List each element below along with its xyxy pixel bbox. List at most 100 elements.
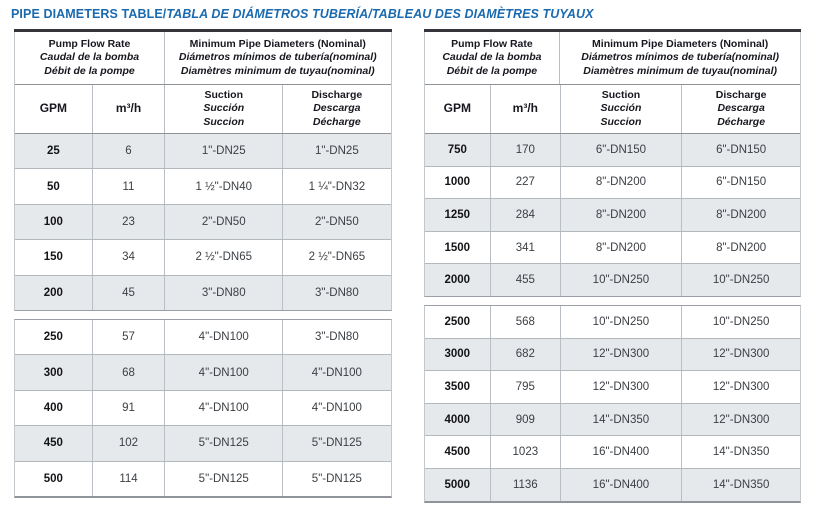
header-row-groups: Pump Flow Rate Caudal de la bomba Débit … xyxy=(424,32,800,85)
gpm-cell: 750 xyxy=(425,134,492,166)
m3h-cell: 102 xyxy=(93,426,166,461)
suction-header-fr: Succion xyxy=(203,115,245,128)
discharge-cell: 3"-DN80 xyxy=(315,286,359,299)
diameters-header: Minimum Pipe Diameters (Nominal) Diámetr… xyxy=(165,32,390,84)
m3h-cell: 45 xyxy=(93,275,166,310)
m3h-cell: 227 xyxy=(491,166,561,199)
diameters-header-en: Minimum Pipe Diameters (Nominal) xyxy=(592,37,769,50)
table-header-left: Pump Flow Rate Caudal de la bomba Débit … xyxy=(14,32,392,134)
discharge-header-es: Descarga xyxy=(717,102,765,115)
m3h-cell: 1023 xyxy=(491,436,561,468)
diameters-header-es: Diámetros mínimos de tubería(nominal) xyxy=(178,51,377,64)
gpm-cell: 4500 xyxy=(425,436,492,468)
suction-cell: 5"-DN125 xyxy=(165,461,284,496)
group-gap xyxy=(14,311,392,319)
gpm-cell: 450 xyxy=(15,426,93,461)
gpm-cell: 3500 xyxy=(425,371,492,403)
discharge-cell: 3"-DN80 xyxy=(315,331,359,344)
discharge-column-header: Discharge Descarga Décharge xyxy=(283,85,390,133)
m3h-cell: 34 xyxy=(93,240,166,275)
discharge-cell: 12"-DN300 xyxy=(712,348,770,361)
gpm-cell: 100 xyxy=(15,204,93,240)
suction-cell: 3"-DN80 xyxy=(165,275,284,310)
gpm-cell: 2500 xyxy=(425,305,492,338)
header-row-columns: GPM m³/h Suction Succión Succion Dischar… xyxy=(424,85,800,134)
gpm-column-header: GPM xyxy=(425,85,492,133)
flow-header-en: Pump Flow Rate xyxy=(451,37,533,50)
suction-cell: 12"-DN300 xyxy=(561,338,683,371)
suction-cell: 6"-DN150 xyxy=(561,134,683,166)
discharge-cell: 14"-DN350 xyxy=(712,446,770,459)
flow-header-fr: Débit de la pompe xyxy=(44,64,135,77)
table-row: 1000 227 8"-DN200 6"-DN150 xyxy=(424,166,800,200)
m3h-cell: 11 xyxy=(93,169,166,204)
m3h-cell: 114 xyxy=(93,461,166,496)
suction-cell: 5"-DN125 xyxy=(165,426,284,461)
discharge-cell: 2 ½"-DN65 xyxy=(308,251,366,264)
discharge-cell: 4"-DN100 xyxy=(311,366,362,379)
tables-wrap: Pump Flow Rate Caudal de la bomba Débit … xyxy=(14,29,801,503)
gpm-cell: 4000 xyxy=(425,403,492,436)
m3h-cell: 909 xyxy=(491,403,561,436)
discharge-cell: 12"-DN300 xyxy=(712,380,770,393)
suction-cell: 8"-DN200 xyxy=(561,231,683,264)
flow-header-es: Caudal de la bomba xyxy=(442,51,542,64)
table-row: 2500 568 10"-DN250 10"-DN250 xyxy=(424,305,800,339)
table-row: 400 91 4"-DN100 4"-DN100 xyxy=(15,390,391,427)
gpm-cell: 500 xyxy=(15,461,93,496)
table-row: 100 23 2"-DN50 2"-DN50 xyxy=(15,204,391,241)
suction-cell: 1 ½"-DN40 xyxy=(165,169,284,204)
header-row-columns: GPM m³/h Suction Succión Succion Dischar… xyxy=(15,85,391,134)
suction-column-header: Suction Succión Succion xyxy=(165,85,284,133)
gpm-cell: 1500 xyxy=(425,231,492,264)
gpm-cell: 150 xyxy=(15,240,93,275)
suction-cell: 4"-DN100 xyxy=(165,390,284,426)
suction-header-en: Suction xyxy=(601,88,641,101)
table-row: 250 57 4"-DN100 3"-DN80 xyxy=(15,319,391,356)
suction-cell: 14"-DN350 xyxy=(561,403,683,436)
m3h-cell: 68 xyxy=(93,355,166,390)
m3h-cell: 57 xyxy=(93,319,166,355)
table-row: 5000 1136 16"-DN400 14"-DN350 xyxy=(424,468,800,501)
diameters-header-fr: Diamètres minimum de tuyau(nominal) xyxy=(583,64,777,77)
discharge-cell: 6"-DN150 xyxy=(716,143,767,156)
gpm-cell: 300 xyxy=(15,355,93,390)
table-row: 750 170 6"-DN150 6"-DN150 xyxy=(424,134,800,167)
table-row: 150 34 2 ½"-DN65 2 ½"-DN65 xyxy=(15,240,391,276)
suction-cell: 8"-DN200 xyxy=(561,199,683,231)
flow-header-es: Caudal de la bomba xyxy=(39,51,140,64)
suction-cell: 16"-DN400 xyxy=(561,436,683,468)
m3h-cell: 682 xyxy=(491,338,561,371)
diameters-header-en: Minimum Pipe Diameters (Nominal) xyxy=(189,37,366,50)
page-title-translations: TABLA DE DIÁMETROS TUBERÍA/TABLEAU DES D… xyxy=(166,7,594,21)
m3h-cell: 6 xyxy=(93,134,166,169)
table-row: 300 68 4"-DN100 4"-DN100 xyxy=(15,355,391,391)
discharge-cell: 8"-DN200 xyxy=(716,241,767,254)
discharge-header-en: Discharge xyxy=(715,88,767,101)
diameters-header-es: Diámetros mínimos de tubería(nominal) xyxy=(581,51,780,64)
discharge-cell: 6"-DN150 xyxy=(716,176,767,189)
gpm-cell: 5000 xyxy=(425,468,492,501)
m3h-cell: 1136 xyxy=(491,468,561,501)
table-row: 50 11 1 ½"-DN40 1 ¼"-DN32 xyxy=(15,169,391,205)
suction-cell: 10"-DN250 xyxy=(561,264,683,296)
gpm-cell: 200 xyxy=(15,275,93,310)
m3h-column-header: m³/h xyxy=(491,85,561,133)
table-row: 4000 909 14"-DN350 12"-DN300 xyxy=(424,403,800,437)
discharge-cell: 14"-DN350 xyxy=(712,478,770,491)
suction-column-header: Suction Succión Succion xyxy=(561,85,683,133)
suction-cell: 1"-DN25 xyxy=(165,134,284,169)
table-body-group: 2500 568 10"-DN250 10"-DN250 3000 682 12"-DN30… xyxy=(423,304,801,503)
group-gap xyxy=(424,297,802,305)
discharge-cell: 12"-DN300 xyxy=(712,413,770,426)
flow-rate-header: Pump Flow Rate Caudal de la bomba Débit … xyxy=(15,32,166,84)
discharge-header-fr: Décharge xyxy=(312,115,361,128)
table-row: 1500 341 8"-DN200 8"-DN200 xyxy=(424,231,800,265)
gpm-cell: 400 xyxy=(15,390,93,426)
table-row: 1250 284 8"-DN200 8"-DN200 xyxy=(424,199,800,232)
table-row: 3500 795 12"-DN300 12"-DN300 xyxy=(424,371,800,404)
table-row: 450 102 5"-DN125 5"-DN125 xyxy=(15,426,391,462)
page-title-main: PIPE DIAMETERS TABLE/ xyxy=(11,7,167,21)
m3h-column-header: m³/h xyxy=(93,85,166,133)
discharge-cell: 5"-DN125 xyxy=(311,437,362,450)
